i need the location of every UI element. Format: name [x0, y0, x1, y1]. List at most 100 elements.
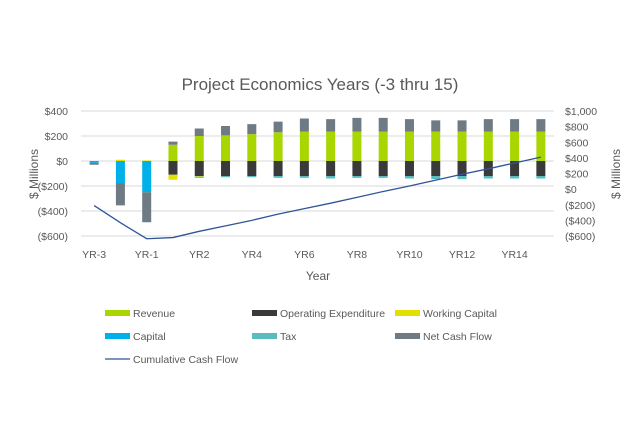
y-tick-label-right: ($200) [565, 200, 595, 212]
bar-operating-expenditure [273, 161, 283, 176]
y-tick-label-right: $200 [565, 169, 589, 181]
legend-swatch [395, 333, 420, 339]
legend-label: Cumulative Cash Flow [133, 354, 238, 366]
legend-label: Tax [280, 331, 297, 343]
bar-capital [142, 161, 152, 193]
x-axis-label: Year [306, 269, 330, 283]
bar-net-cash-flow [326, 119, 336, 132]
x-tick-label: YR10 [396, 249, 422, 261]
bar-revenue [378, 131, 388, 161]
y-tick-label-right: ($600) [565, 231, 595, 243]
bar-revenue [273, 132, 283, 161]
bar-revenue [483, 131, 493, 161]
legend-label: Capital [133, 331, 166, 343]
y-axis-left: $400 $200 $0 ($200) ($400) ($600) [38, 106, 69, 243]
y-axis-label-right: $ Millions [609, 149, 623, 199]
bar-working-capital [168, 174, 178, 180]
bar-net-cash-flow [194, 128, 204, 136]
bar-net-cash-flow [142, 192, 152, 223]
legend-label: Operating Expenditure [280, 308, 385, 320]
y-tick-label-left: ($400) [38, 206, 68, 218]
bar-operating-expenditure [510, 161, 520, 176]
cumulative-cash-flow-line [93, 156, 542, 240]
bar-revenue [404, 131, 414, 161]
bar-net-cash-flow [431, 120, 441, 132]
bar-revenue [536, 131, 546, 161]
legend-swatch [395, 310, 420, 316]
bars [89, 117, 546, 223]
x-tick-label: YR-3 [82, 249, 106, 261]
bar-net-cash-flow [221, 126, 231, 136]
bar-operating-expenditure [404, 161, 414, 176]
legend-label: Net Cash Flow [423, 331, 492, 343]
cumulative-line-group [93, 156, 542, 240]
legend-label: Revenue [133, 308, 175, 320]
bar-tax [431, 176, 441, 180]
bar-operating-expenditure [431, 161, 441, 176]
legend-swatch [105, 310, 130, 316]
bar-working-capital [142, 160, 152, 161]
bar-capital [115, 161, 125, 184]
bar-tax [273, 176, 283, 178]
legend-label: Working Capital [423, 308, 497, 320]
bar-revenue [326, 131, 336, 161]
bar-revenue [221, 135, 231, 161]
bar-operating-expenditure [299, 161, 309, 176]
bar-tax [404, 176, 414, 179]
bar-net-cash-flow [168, 141, 178, 145]
y-axis-label-left: $ Millions [27, 149, 41, 199]
bar-revenue [510, 131, 520, 161]
y-tick-label-left: ($600) [38, 231, 68, 243]
bar-working-capital [194, 176, 204, 177]
gridlines [81, 110, 554, 237]
bar-tax [326, 176, 336, 179]
bar-tax [378, 176, 388, 178]
bar-tax [247, 176, 257, 178]
y-tick-label-left: $0 [56, 156, 68, 168]
bar-tax [536, 176, 546, 179]
y-tick-label-left: $200 [45, 131, 69, 143]
legend-swatch [105, 333, 130, 339]
bar-tax [352, 176, 362, 178]
x-tick-label: YR12 [449, 249, 475, 261]
bar-net-cash-flow [299, 118, 309, 132]
bar-net-cash-flow [273, 121, 283, 133]
legend: Revenue Operating Expenditure Working Capi… [105, 308, 497, 366]
bar-net-cash-flow [378, 117, 388, 132]
y-axis-right: $1,000 $800 $600 $400 $200 $0 ($200) ($400) ($60… [565, 106, 597, 243]
bar-net-cash-flow [404, 119, 414, 132]
bar-operating-expenditure [168, 161, 178, 175]
y-tick-label-right: ($400) [565, 215, 595, 227]
bar-net-cash-flow [510, 119, 520, 132]
bar-operating-expenditure [326, 161, 336, 176]
bar-revenue [247, 134, 257, 161]
bar-revenue [299, 131, 309, 161]
bar-net-cash-flow [536, 119, 546, 132]
bar-net-cash-flow [352, 117, 362, 132]
bar-working-capital [115, 159, 125, 161]
bar-net-cash-flow [483, 119, 493, 132]
bar-tax [194, 176, 204, 178]
x-tick-label: YR8 [347, 249, 368, 261]
bar-operating-expenditure [457, 161, 467, 176]
y-tick-label-left: $400 [45, 106, 69, 118]
x-axis: YR-3 YR-1 YR2 YR4 YR6 YR8 YR10 YR12 YR14 [82, 249, 528, 261]
bar-net-cash-flow [247, 124, 257, 135]
bar-net-cash-flow [457, 120, 467, 132]
chart-title: Project Economics Years (-3 thru 15) [182, 75, 459, 94]
bar-capital [89, 161, 99, 163]
bar-net-cash-flow [115, 183, 125, 206]
x-tick-label: YR4 [242, 249, 263, 261]
bar-revenue [168, 144, 178, 161]
bar-revenue [457, 131, 467, 161]
bar-tax [483, 176, 493, 179]
bar-tax [221, 176, 231, 178]
x-tick-label: YR2 [189, 249, 210, 261]
bar-operating-expenditure [378, 161, 388, 176]
x-tick-label: YR14 [501, 249, 527, 261]
y-tick-label-right: $1,000 [565, 106, 597, 118]
bar-operating-expenditure [221, 161, 231, 176]
x-tick-label: YR-1 [135, 249, 159, 261]
bar-operating-expenditure [536, 161, 546, 176]
y-tick-label-right: $600 [565, 137, 589, 149]
